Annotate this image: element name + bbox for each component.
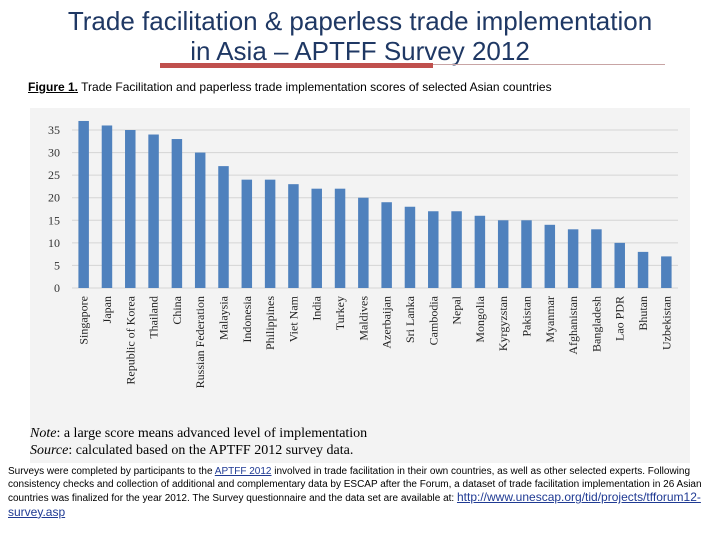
x-category-label: Singapore bbox=[77, 296, 91, 345]
bar bbox=[451, 211, 462, 288]
x-category-label: Bhutan bbox=[636, 296, 650, 331]
bar bbox=[334, 188, 346, 288]
source-text: : calculated based on the APTFF 2012 sur… bbox=[68, 443, 354, 458]
x-category-label: Nepal bbox=[450, 295, 464, 324]
x-category-label: Malaysia bbox=[217, 295, 231, 340]
x-category-label: China bbox=[170, 295, 184, 324]
x-category-label: Azerbaijan bbox=[380, 296, 394, 349]
bar bbox=[544, 224, 556, 288]
y-tick-label: 15 bbox=[48, 213, 60, 227]
bar bbox=[171, 139, 183, 288]
bar bbox=[521, 220, 532, 288]
x-category-label: Afghanistan bbox=[566, 296, 580, 355]
title-accent-bar bbox=[160, 63, 433, 68]
title-line-1: Trade facilitation & paperless trade imp… bbox=[67, 6, 653, 36]
chart-source: Source: calculated based on the APTFF 20… bbox=[30, 443, 353, 459]
bar bbox=[567, 229, 579, 288]
y-tick-label: 10 bbox=[48, 236, 60, 250]
bar bbox=[358, 197, 369, 288]
x-category-label: Republic of Korea bbox=[123, 295, 137, 384]
x-category-label: India bbox=[310, 295, 324, 320]
bar bbox=[148, 134, 159, 288]
bar bbox=[614, 242, 625, 288]
figure-caption: Figure 1. Trade Facilitation and paperle… bbox=[28, 80, 552, 94]
y-tick-label: 20 bbox=[48, 191, 60, 205]
x-category-label: Russian Federation bbox=[193, 296, 207, 388]
bar bbox=[661, 256, 672, 288]
x-category-label: Japan bbox=[100, 296, 114, 323]
bar bbox=[288, 184, 299, 288]
bar bbox=[497, 220, 509, 288]
figure-caption-text: Trade Facilitation and paperless trade i… bbox=[78, 80, 552, 94]
bar-chart: 0 5 10 15 20 25 30 35 Singapore Japan Republic of … bbox=[48, 120, 678, 388]
bar bbox=[194, 152, 206, 288]
x-category-label: Sri Lanka bbox=[403, 295, 417, 343]
bar bbox=[311, 188, 322, 288]
bar bbox=[101, 125, 113, 288]
x-category-label: Myanmar bbox=[543, 296, 557, 343]
bar bbox=[218, 166, 229, 288]
title-line-2: in Asia – APTFF Survey 2012 bbox=[190, 36, 530, 66]
y-tick-label: 35 bbox=[48, 123, 60, 137]
x-category-label: Viet Nam bbox=[286, 295, 300, 342]
x-category-label: Indonesia bbox=[240, 295, 254, 342]
x-category-label: Philippines bbox=[263, 296, 277, 350]
y-tick-label: 0 bbox=[54, 281, 60, 295]
body-text-part2: involved in trade facilitation in their … bbox=[8, 466, 702, 505]
x-category-label: Thailand bbox=[147, 296, 161, 339]
x-category-label: Mongolia bbox=[473, 295, 487, 342]
x-category-label: Pakistan bbox=[520, 296, 534, 337]
slide-title: Trade facilitation & paperless trade imp… bbox=[20, 6, 700, 66]
x-category-label: Maldives bbox=[356, 296, 370, 341]
bar bbox=[241, 179, 253, 288]
source-label: Source bbox=[30, 443, 69, 458]
note-text: : a large score means advanced level of … bbox=[56, 426, 368, 441]
bar bbox=[264, 179, 276, 288]
bar bbox=[637, 251, 649, 288]
bar bbox=[404, 206, 416, 288]
x-category-label: Lao PDR bbox=[613, 296, 627, 341]
x-category-label: Turkey bbox=[333, 296, 347, 330]
bar bbox=[591, 229, 602, 288]
survey-url-link[interactable]: http://www.unescap.org/tid/projects/tffo… bbox=[8, 490, 701, 519]
x-category-label: Kyrgyzstan bbox=[496, 296, 510, 351]
bar bbox=[125, 130, 136, 288]
x-category-label: Bangladesh bbox=[589, 296, 603, 352]
bar bbox=[381, 202, 392, 288]
chart-note: Note: a large score means advanced level… bbox=[30, 426, 367, 442]
note-label: Note bbox=[30, 426, 57, 441]
bar bbox=[428, 211, 439, 288]
figure-label: Figure 1. bbox=[28, 80, 79, 94]
y-tick-label: 25 bbox=[48, 168, 60, 182]
bar bbox=[474, 215, 486, 288]
x-category-label: Cambodia bbox=[426, 295, 440, 345]
aptff-link[interactable]: APTFF 2012 bbox=[214, 466, 272, 477]
body-text-part1: Surveys were completed by participants t… bbox=[8, 466, 215, 477]
survey-description: Surveys were completed by participants t… bbox=[8, 466, 714, 520]
x-category-label: Uzbekistan bbox=[659, 296, 673, 350]
bar bbox=[78, 120, 89, 288]
y-tick-label: 5 bbox=[54, 258, 60, 272]
y-tick-label: 30 bbox=[48, 146, 60, 160]
